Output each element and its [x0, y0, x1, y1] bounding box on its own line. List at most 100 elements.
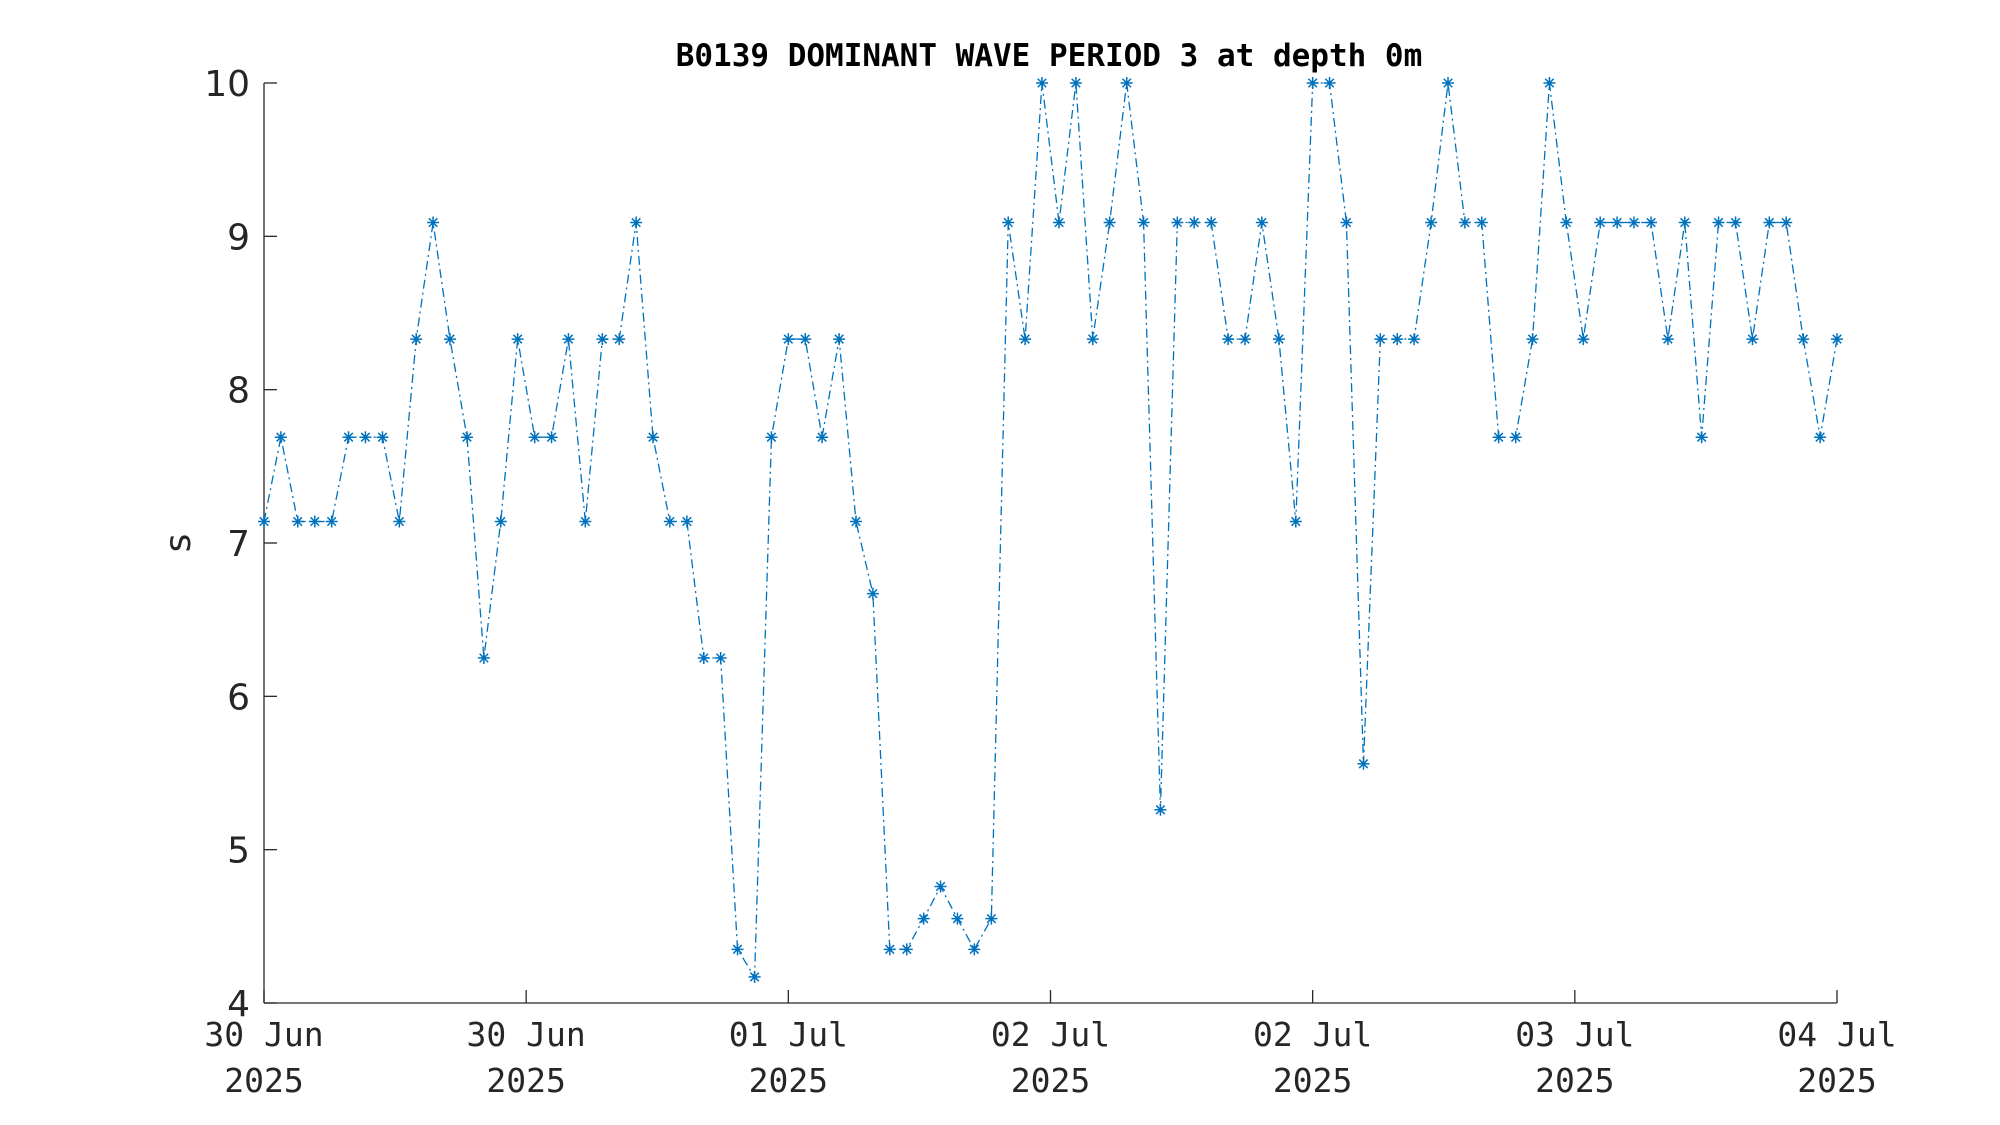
- data-point: [1712, 216, 1725, 229]
- data-point: [1323, 77, 1336, 89]
- x-tick-label: 30 Jun: [204, 1015, 323, 1054]
- x-tick-label: 30 Jun: [467, 1015, 586, 1054]
- chart-title: B0139 DOMINANT WAVE PERIOD 3 at depth 0m: [676, 38, 1423, 74]
- data-point: [1103, 216, 1116, 229]
- x-tick-label: 03 Jul: [1515, 1015, 1634, 1054]
- x-tick-label: 01 Jul: [729, 1015, 848, 1054]
- data-point: [816, 431, 829, 444]
- data-point: [545, 431, 558, 444]
- data-point: [1205, 216, 1218, 229]
- data-point: [1645, 216, 1658, 229]
- data-point: [850, 515, 863, 528]
- data-point: [1289, 515, 1302, 528]
- data-point: [528, 431, 541, 444]
- data-point: [1306, 77, 1319, 89]
- data-point: [1763, 216, 1776, 229]
- data-point: [1171, 216, 1184, 229]
- data-point: [1611, 216, 1624, 229]
- data-point: [325, 515, 338, 528]
- data-point: [1746, 333, 1759, 346]
- data-point: [1238, 333, 1251, 346]
- data-point: [1425, 216, 1438, 229]
- data-point: [1814, 431, 1827, 444]
- data-point: [443, 333, 456, 346]
- data-point: [1442, 77, 1455, 89]
- data-point: [1272, 333, 1285, 346]
- data-point: [1188, 216, 1201, 229]
- data-point: [1627, 216, 1640, 229]
- data-point: [917, 912, 930, 925]
- data-point: [494, 515, 507, 528]
- y-tick-label: 8: [227, 371, 250, 412]
- y-tick-label: 10: [204, 64, 250, 105]
- data-point: [951, 912, 964, 925]
- data-point: [883, 943, 896, 956]
- data-point: [731, 943, 744, 956]
- data-point: [1594, 216, 1607, 229]
- data-point: [1222, 333, 1235, 346]
- data-point: [1509, 431, 1522, 444]
- data-point: [1526, 333, 1539, 346]
- data-point: [308, 515, 321, 528]
- data-point: [765, 431, 778, 444]
- data-point: [1577, 333, 1590, 346]
- data-point: [1137, 216, 1150, 229]
- data-point: [1086, 333, 1099, 346]
- data-point: [427, 216, 440, 229]
- data-point: [579, 515, 592, 528]
- data-point: [1780, 216, 1793, 229]
- data-point: [1543, 77, 1556, 89]
- x-tick-label: 2025: [1797, 1061, 1876, 1100]
- data-point: [697, 652, 710, 664]
- x-tick-label: 2025: [1535, 1061, 1614, 1100]
- data-point: [680, 515, 693, 528]
- y-tick-label: 6: [227, 677, 250, 718]
- data-point: [1391, 333, 1404, 346]
- data-point: [376, 431, 389, 444]
- data-point: [477, 652, 490, 664]
- data-point: [1797, 333, 1810, 346]
- y-tick-label: 4: [227, 984, 250, 1025]
- data-point: [934, 880, 947, 893]
- data-point: [613, 333, 626, 346]
- data-point: [342, 431, 355, 444]
- data-point: [393, 515, 406, 528]
- data-point: [1154, 803, 1167, 816]
- x-tick-label: 2025: [749, 1061, 828, 1100]
- data-point: [1357, 757, 1370, 770]
- data-point: [1340, 216, 1353, 229]
- data-point: [1002, 216, 1015, 229]
- data-point: [461, 431, 474, 444]
- data-point: [1661, 333, 1674, 346]
- x-tick-label: 02 Jul: [1253, 1015, 1372, 1054]
- data-point: [410, 333, 423, 346]
- y-tick-label: 9: [227, 217, 250, 258]
- data-point: [968, 943, 981, 956]
- data-point: [799, 333, 812, 346]
- series-line: [263, 82, 1838, 980]
- y-axis-label: s: [158, 534, 199, 553]
- data-point: [782, 333, 795, 346]
- data-point: [900, 943, 913, 956]
- data-point: [562, 333, 575, 346]
- data-point: [1560, 216, 1573, 229]
- data-point: [274, 431, 287, 444]
- y-tick-label: 7: [227, 524, 250, 565]
- data-point: [714, 652, 727, 664]
- data-point: [1255, 216, 1268, 229]
- data-point: [1492, 431, 1505, 444]
- data-point: [985, 912, 998, 925]
- data-point: [596, 333, 609, 346]
- data-point: [359, 431, 372, 444]
- data-point: [1374, 333, 1387, 346]
- data-point: [1053, 216, 1066, 229]
- data-point: [646, 431, 659, 444]
- data-point: [663, 515, 676, 528]
- x-tick-label: 02 Jul: [991, 1015, 1110, 1054]
- data-point: [1035, 77, 1048, 89]
- x-tick-label: 2025: [1273, 1061, 1352, 1100]
- data-point: [1729, 216, 1742, 229]
- x-tick-label: 2025: [1011, 1061, 1090, 1100]
